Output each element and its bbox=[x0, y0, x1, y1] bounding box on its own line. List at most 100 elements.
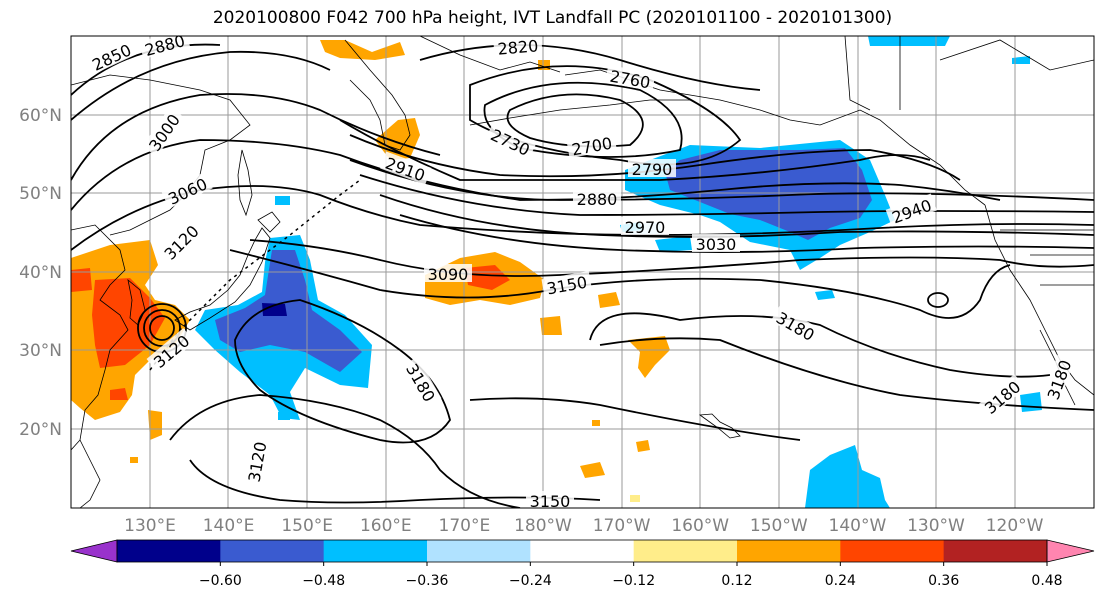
shade-neg-top bbox=[868, 36, 950, 46]
contour-label: 2880 bbox=[138, 29, 190, 60]
colorbar-tick-label: −0.12 bbox=[612, 573, 655, 589]
shade-neg-se-2 bbox=[1020, 392, 1042, 412]
contour-label-bg bbox=[621, 217, 669, 235]
lon-label: 140°W bbox=[829, 516, 887, 536]
lon-label: 170°W bbox=[593, 516, 651, 536]
coast-aleutians bbox=[469, 99, 690, 126]
contour-2850 bbox=[71, 43, 221, 96]
contour-2880 bbox=[71, 50, 331, 121]
lon-label: 170°E bbox=[439, 516, 491, 536]
contour-label: 3090 bbox=[424, 264, 472, 284]
shade-pos-east-2 bbox=[540, 316, 562, 335]
contour-label-bg bbox=[605, 64, 656, 92]
coast-sakhalin bbox=[237, 149, 253, 217]
contour-label: 3180 bbox=[977, 374, 1026, 419]
contour-typhoon-1 bbox=[149, 315, 175, 341]
contour-label-text: 2910 bbox=[383, 154, 428, 186]
contour-label-bg bbox=[541, 270, 592, 298]
contour-label-text: 3090 bbox=[428, 265, 469, 284]
contour-label-bg bbox=[573, 189, 621, 207]
lon-label: 130°W bbox=[907, 516, 965, 536]
shade-pos-small-5 bbox=[592, 420, 600, 426]
contour-label-text: 2880 bbox=[577, 190, 618, 209]
contour-2760 bbox=[469, 65, 742, 166]
contour-3090 bbox=[249, 239, 1094, 277]
colorbar-extend-min bbox=[70, 539, 118, 563]
shade-pos-china-south bbox=[110, 388, 128, 400]
colorbar-tick-label: 0.48 bbox=[1031, 573, 1062, 589]
shade-pos-small-1 bbox=[148, 410, 162, 440]
colorbar-segment bbox=[220, 540, 325, 562]
contour-label-text: 3030 bbox=[696, 235, 737, 254]
contour-3180-east bbox=[599, 337, 1094, 411]
contour-label: 2970 bbox=[621, 217, 669, 237]
contour-label-text: 2730 bbox=[488, 125, 533, 159]
graticule bbox=[71, 36, 1094, 508]
contour-label: 2700 bbox=[566, 131, 617, 160]
contour-label-text: 2820 bbox=[497, 36, 539, 58]
colorbar-frame bbox=[116, 539, 1048, 563]
contour-label-text: 2700 bbox=[570, 134, 613, 160]
contour-label-bg bbox=[977, 374, 1026, 419]
shade-pos-small-2 bbox=[130, 457, 138, 463]
contour-label: 3030 bbox=[692, 234, 740, 254]
contour-label: 2730 bbox=[485, 122, 537, 160]
colorbar-segment bbox=[530, 540, 635, 562]
contour-label-bg bbox=[380, 151, 432, 185]
contour-label-bg bbox=[692, 234, 740, 252]
contour-label-bg bbox=[485, 122, 537, 160]
contour-label-text: 2760 bbox=[608, 67, 651, 93]
coast-na-west bbox=[984, 204, 1094, 396]
shade-pos-small-3 bbox=[580, 462, 605, 478]
shade-neg-se-light bbox=[805, 445, 890, 508]
contour-label-text: 3150 bbox=[545, 273, 588, 299]
contour-label-text: 3180 bbox=[773, 308, 818, 345]
contour-label: 2850 bbox=[85, 37, 137, 75]
contour-2880b bbox=[349, 159, 1094, 201]
coast-japan bbox=[174, 227, 271, 331]
shade-pos-small-4 bbox=[636, 440, 650, 452]
colorbar-segment bbox=[840, 540, 945, 562]
lon-label: 120°W bbox=[986, 516, 1044, 536]
latitude-labels: 60°N 50°N 40°N 30°N 20°N bbox=[19, 106, 62, 440]
map-frame bbox=[70, 35, 1095, 509]
colorbar-tick-label: −0.48 bbox=[302, 573, 345, 589]
coast-siberia bbox=[71, 74, 251, 236]
contour-label: 2790 bbox=[628, 159, 676, 179]
shade-pos-china-west bbox=[71, 268, 92, 292]
contour-3180-mid bbox=[469, 397, 801, 441]
shade-pos-east-1 bbox=[598, 292, 620, 308]
colorbar-tick-label: −0.24 bbox=[509, 573, 552, 589]
contour-label-bg bbox=[146, 328, 195, 373]
contour-label-bg bbox=[138, 29, 190, 59]
contour-3150 bbox=[229, 249, 1011, 319]
colorbar-tick-label: 0.24 bbox=[825, 573, 856, 589]
contour-2910 bbox=[339, 119, 931, 181]
contour-2790 bbox=[349, 134, 961, 181]
lat-label: 60°N bbox=[19, 106, 62, 126]
coast-canada-borders bbox=[899, 36, 1094, 286]
contour-label-bg bbox=[424, 264, 472, 282]
coast-chukotka bbox=[419, 36, 561, 73]
shade-neg-small-1 bbox=[278, 410, 290, 420]
colorbar-tick-labels: −0.60 −0.48 −0.36 −0.24 −0.12 0.12 0.24 0.36 0.4… bbox=[199, 562, 1063, 589]
contour-typhoon-3 bbox=[137, 303, 187, 353]
colorbar-segment bbox=[943, 540, 1048, 562]
contour-label-bg bbox=[85, 37, 137, 75]
contour-3060 bbox=[71, 139, 1001, 211]
contour-label-bg bbox=[142, 107, 185, 157]
shade-neg-alaska-mid bbox=[665, 148, 872, 240]
colorbar-tick-label: 0.12 bbox=[721, 573, 752, 589]
contour-label-text: 2790 bbox=[632, 160, 673, 179]
contour-label-text: 2850 bbox=[89, 40, 134, 74]
contour-label: 3150 bbox=[526, 491, 574, 511]
contour-label-bg bbox=[526, 491, 574, 509]
contour-label-bg bbox=[157, 218, 204, 265]
lon-label: 180°W bbox=[514, 516, 572, 536]
contour-label-bg bbox=[242, 436, 270, 487]
contour-label: 3180 bbox=[770, 305, 822, 346]
colorbar bbox=[70, 539, 1095, 563]
shade-pos-okhotsk bbox=[375, 118, 420, 160]
